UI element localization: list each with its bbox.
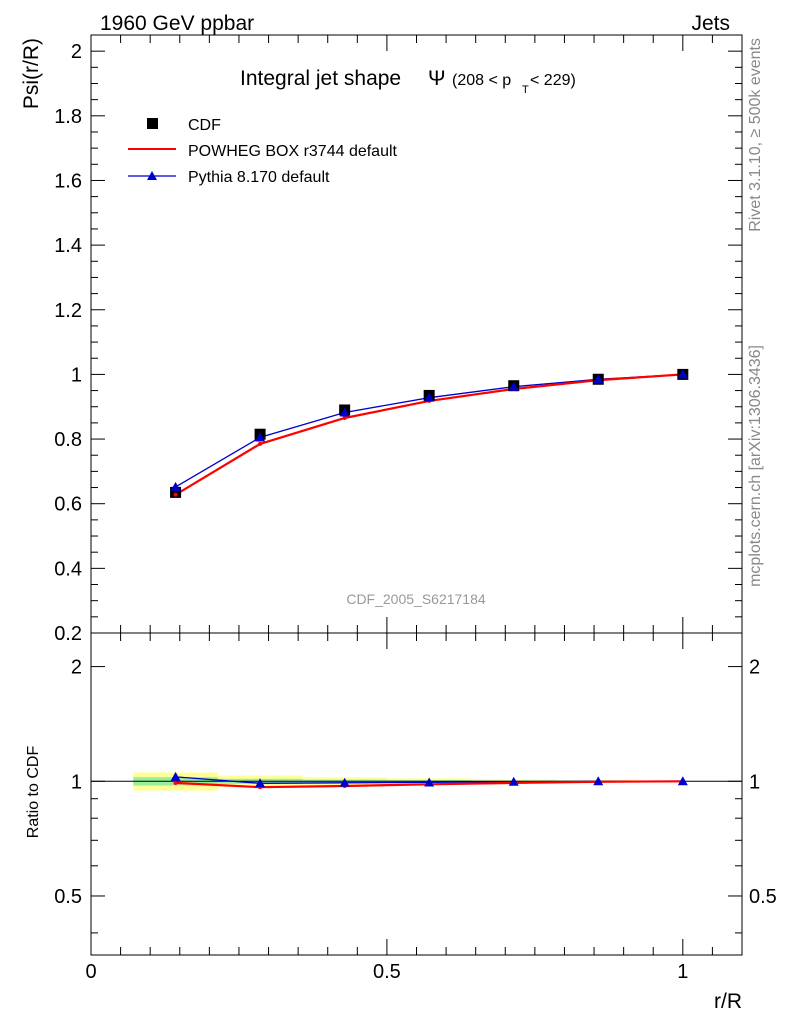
x-tick-label: 1 xyxy=(677,961,688,983)
ratio-pythia-point xyxy=(170,771,181,781)
ratio-pythia-point xyxy=(339,777,350,787)
x-axis-label: r/R xyxy=(714,990,742,1013)
main-y-tick-label: 1.4 xyxy=(54,235,82,257)
header-energy-label: 1960 GeV ppbar xyxy=(100,12,254,35)
mcplots-reference-label: mcplots.cern.ch [arXiv:1306.3436] xyxy=(747,345,764,587)
powheg-point xyxy=(258,441,263,446)
cdf-point xyxy=(170,486,182,498)
pythia-point xyxy=(508,381,519,391)
legend-powheg-label: POWHEG BOX r3744 default xyxy=(188,143,398,160)
ratio-y-tick-label-right: 0.5 xyxy=(749,886,777,908)
main-y-tick-label: 2 xyxy=(71,41,82,63)
main-y-tick-label: 0.8 xyxy=(54,429,82,451)
ratio-y-tick-label: 2 xyxy=(71,657,82,679)
plot-title-symbol: Ψ xyxy=(428,67,446,90)
plot-title-range-end: < 229) xyxy=(530,72,576,89)
plot-title-range: (208 < p xyxy=(452,72,511,89)
rivet-version-label: Rivet 3.1.10, ≥ 500k events xyxy=(747,38,764,232)
legend-pythia-marker xyxy=(147,171,157,180)
pythia-point xyxy=(170,481,181,491)
powheg-point xyxy=(342,416,347,421)
main-y-tick-label: 0.6 xyxy=(54,494,82,516)
pythia-point xyxy=(677,369,688,379)
ratio-plot-panel: 0.5 0.5 1 1 2 2 0 0.5 1 xyxy=(54,632,777,983)
main-plot-panel: 0.2 0.4 0.6 0.8 1 1.2 1.4 1.6 1.8 2 xyxy=(54,34,743,645)
plot-title-main: Integral jet shape xyxy=(240,67,401,90)
ratio-y-axis-label: Ratio to CDF xyxy=(25,746,42,839)
ratio-pythia-point xyxy=(593,776,604,786)
plot-title-subscript: T xyxy=(522,84,529,96)
main-y-tick-label: 0.4 xyxy=(54,558,82,580)
ratio-plot-frame xyxy=(90,632,743,956)
pythia-point xyxy=(593,374,604,384)
pythia-point xyxy=(424,392,435,402)
ratio-y-tick-label-right: 1 xyxy=(749,771,760,793)
plot-title: Integral jet shape Ψ (208 < p T < 229) xyxy=(240,67,576,96)
legend-cdf-label: CDF xyxy=(188,117,221,134)
legend-cdf-marker xyxy=(147,118,158,129)
ratio-powheg-point xyxy=(173,780,178,785)
powheg-point xyxy=(173,492,178,497)
x-tick-label: 0 xyxy=(85,961,96,983)
main-y-tick-label: 1.8 xyxy=(54,106,82,128)
ratio-pythia-point xyxy=(677,776,688,786)
legend: CDF POWHEG BOX r3744 default Pythia 8.17… xyxy=(128,117,398,186)
ratio-y-tick-label-right: 2 xyxy=(749,657,760,679)
pythia-point xyxy=(339,407,350,417)
ratio-pythia-point xyxy=(255,778,266,788)
x-tick-label: 0.5 xyxy=(373,961,401,983)
ratio-y-tick-label: 0.5 xyxy=(54,886,82,908)
ratio-y-tick-label: 1 xyxy=(71,771,82,793)
main-y-tick-label: 1 xyxy=(71,364,82,386)
pythia-point xyxy=(255,432,266,442)
ratio-pythia-point xyxy=(508,776,519,786)
ratio-pythia-point xyxy=(424,777,435,787)
header-category-label: Jets xyxy=(691,12,730,35)
main-y-axis-label: Psi(r/R) xyxy=(20,38,43,109)
analysis-id-label: CDF_2005_S6217184 xyxy=(346,591,486,607)
main-y-tick-label: 1.6 xyxy=(54,170,82,192)
main-y-tick-label: 0.2 xyxy=(54,623,82,645)
legend-pythia-label: Pythia 8.170 default xyxy=(188,169,330,186)
main-y-tick-label: 1.2 xyxy=(54,300,82,322)
